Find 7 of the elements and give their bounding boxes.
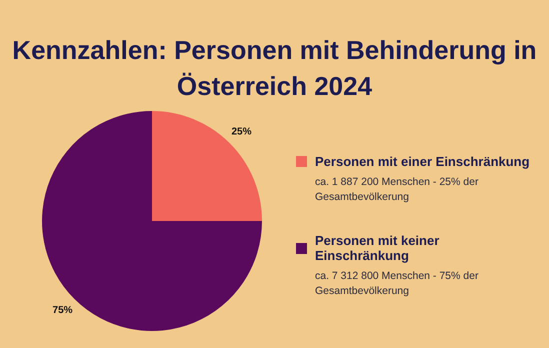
data-label: 75% <box>52 305 73 316</box>
legend-label: Personen mit einer Einschränkung <box>315 154 530 169</box>
data-label: 25% <box>231 126 252 138</box>
legend-label: Personen mit keiner Einschränkung <box>315 233 440 263</box>
text: ca. 7 312 800 Menschen - 75% der Gesamtbevölkerung <box>315 269 480 299</box>
text: ca. 1 887 200 Menschen - 25% der Gesamtbevölkerung <box>315 175 480 205</box>
chart-title: Kennzahlen: Personen mit Behinderung in Österreich 2024 <box>11 34 538 103</box>
